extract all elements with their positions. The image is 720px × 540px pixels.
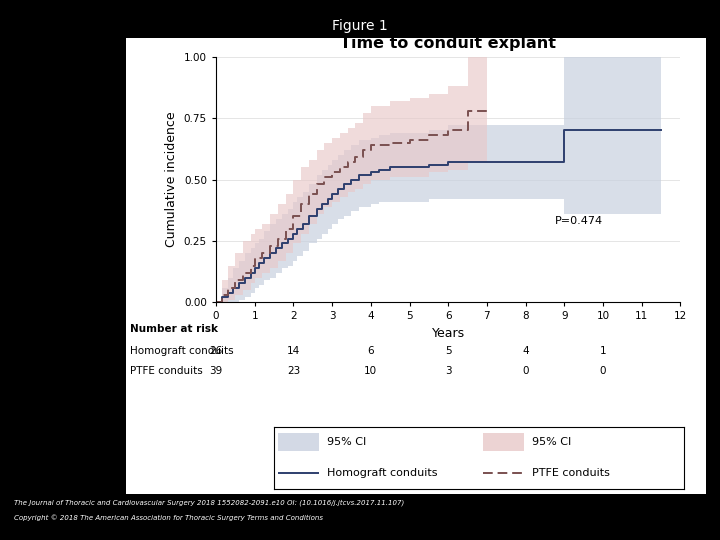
Text: 0: 0 — [600, 366, 606, 376]
Text: 39: 39 — [210, 366, 222, 376]
Text: P=0.474: P=0.474 — [555, 217, 603, 226]
Text: 95% CI: 95% CI — [532, 437, 572, 447]
Text: 3: 3 — [445, 366, 451, 376]
Text: 4: 4 — [522, 346, 529, 356]
Text: 23: 23 — [287, 366, 300, 376]
Text: 95% CI: 95% CI — [327, 437, 366, 447]
Text: 14: 14 — [287, 346, 300, 356]
Text: 5: 5 — [445, 346, 451, 356]
Text: 0: 0 — [522, 366, 529, 376]
Bar — [278, 433, 319, 451]
Text: 10: 10 — [364, 366, 377, 376]
X-axis label: Years: Years — [431, 327, 465, 340]
Text: PTFE conduits: PTFE conduits — [532, 468, 610, 478]
Text: 1: 1 — [600, 346, 606, 356]
Text: The Journal of Thoracic and Cardiovascular Surgery 2018 1552082-2091.e10 OI: (10: The Journal of Thoracic and Cardiovascul… — [14, 500, 405, 506]
Text: Figure 1: Figure 1 — [332, 19, 388, 33]
Text: Homograft conduits: Homograft conduits — [327, 468, 438, 478]
Bar — [483, 433, 524, 451]
Text: 6: 6 — [367, 346, 374, 356]
Text: Number at risk: Number at risk — [130, 324, 217, 334]
Y-axis label: Cumulative incidence: Cumulative incidence — [166, 112, 179, 247]
Text: Homograft conduits: Homograft conduits — [130, 346, 233, 356]
Text: Copyright © 2018 The American Association for Thoracic Surgery Terms and Conditi: Copyright © 2018 The American Associatio… — [14, 514, 323, 521]
Title: Time to conduit explant: Time to conduit explant — [341, 36, 557, 51]
Text: PTFE conduits: PTFE conduits — [130, 366, 202, 376]
Text: 26: 26 — [210, 346, 222, 356]
